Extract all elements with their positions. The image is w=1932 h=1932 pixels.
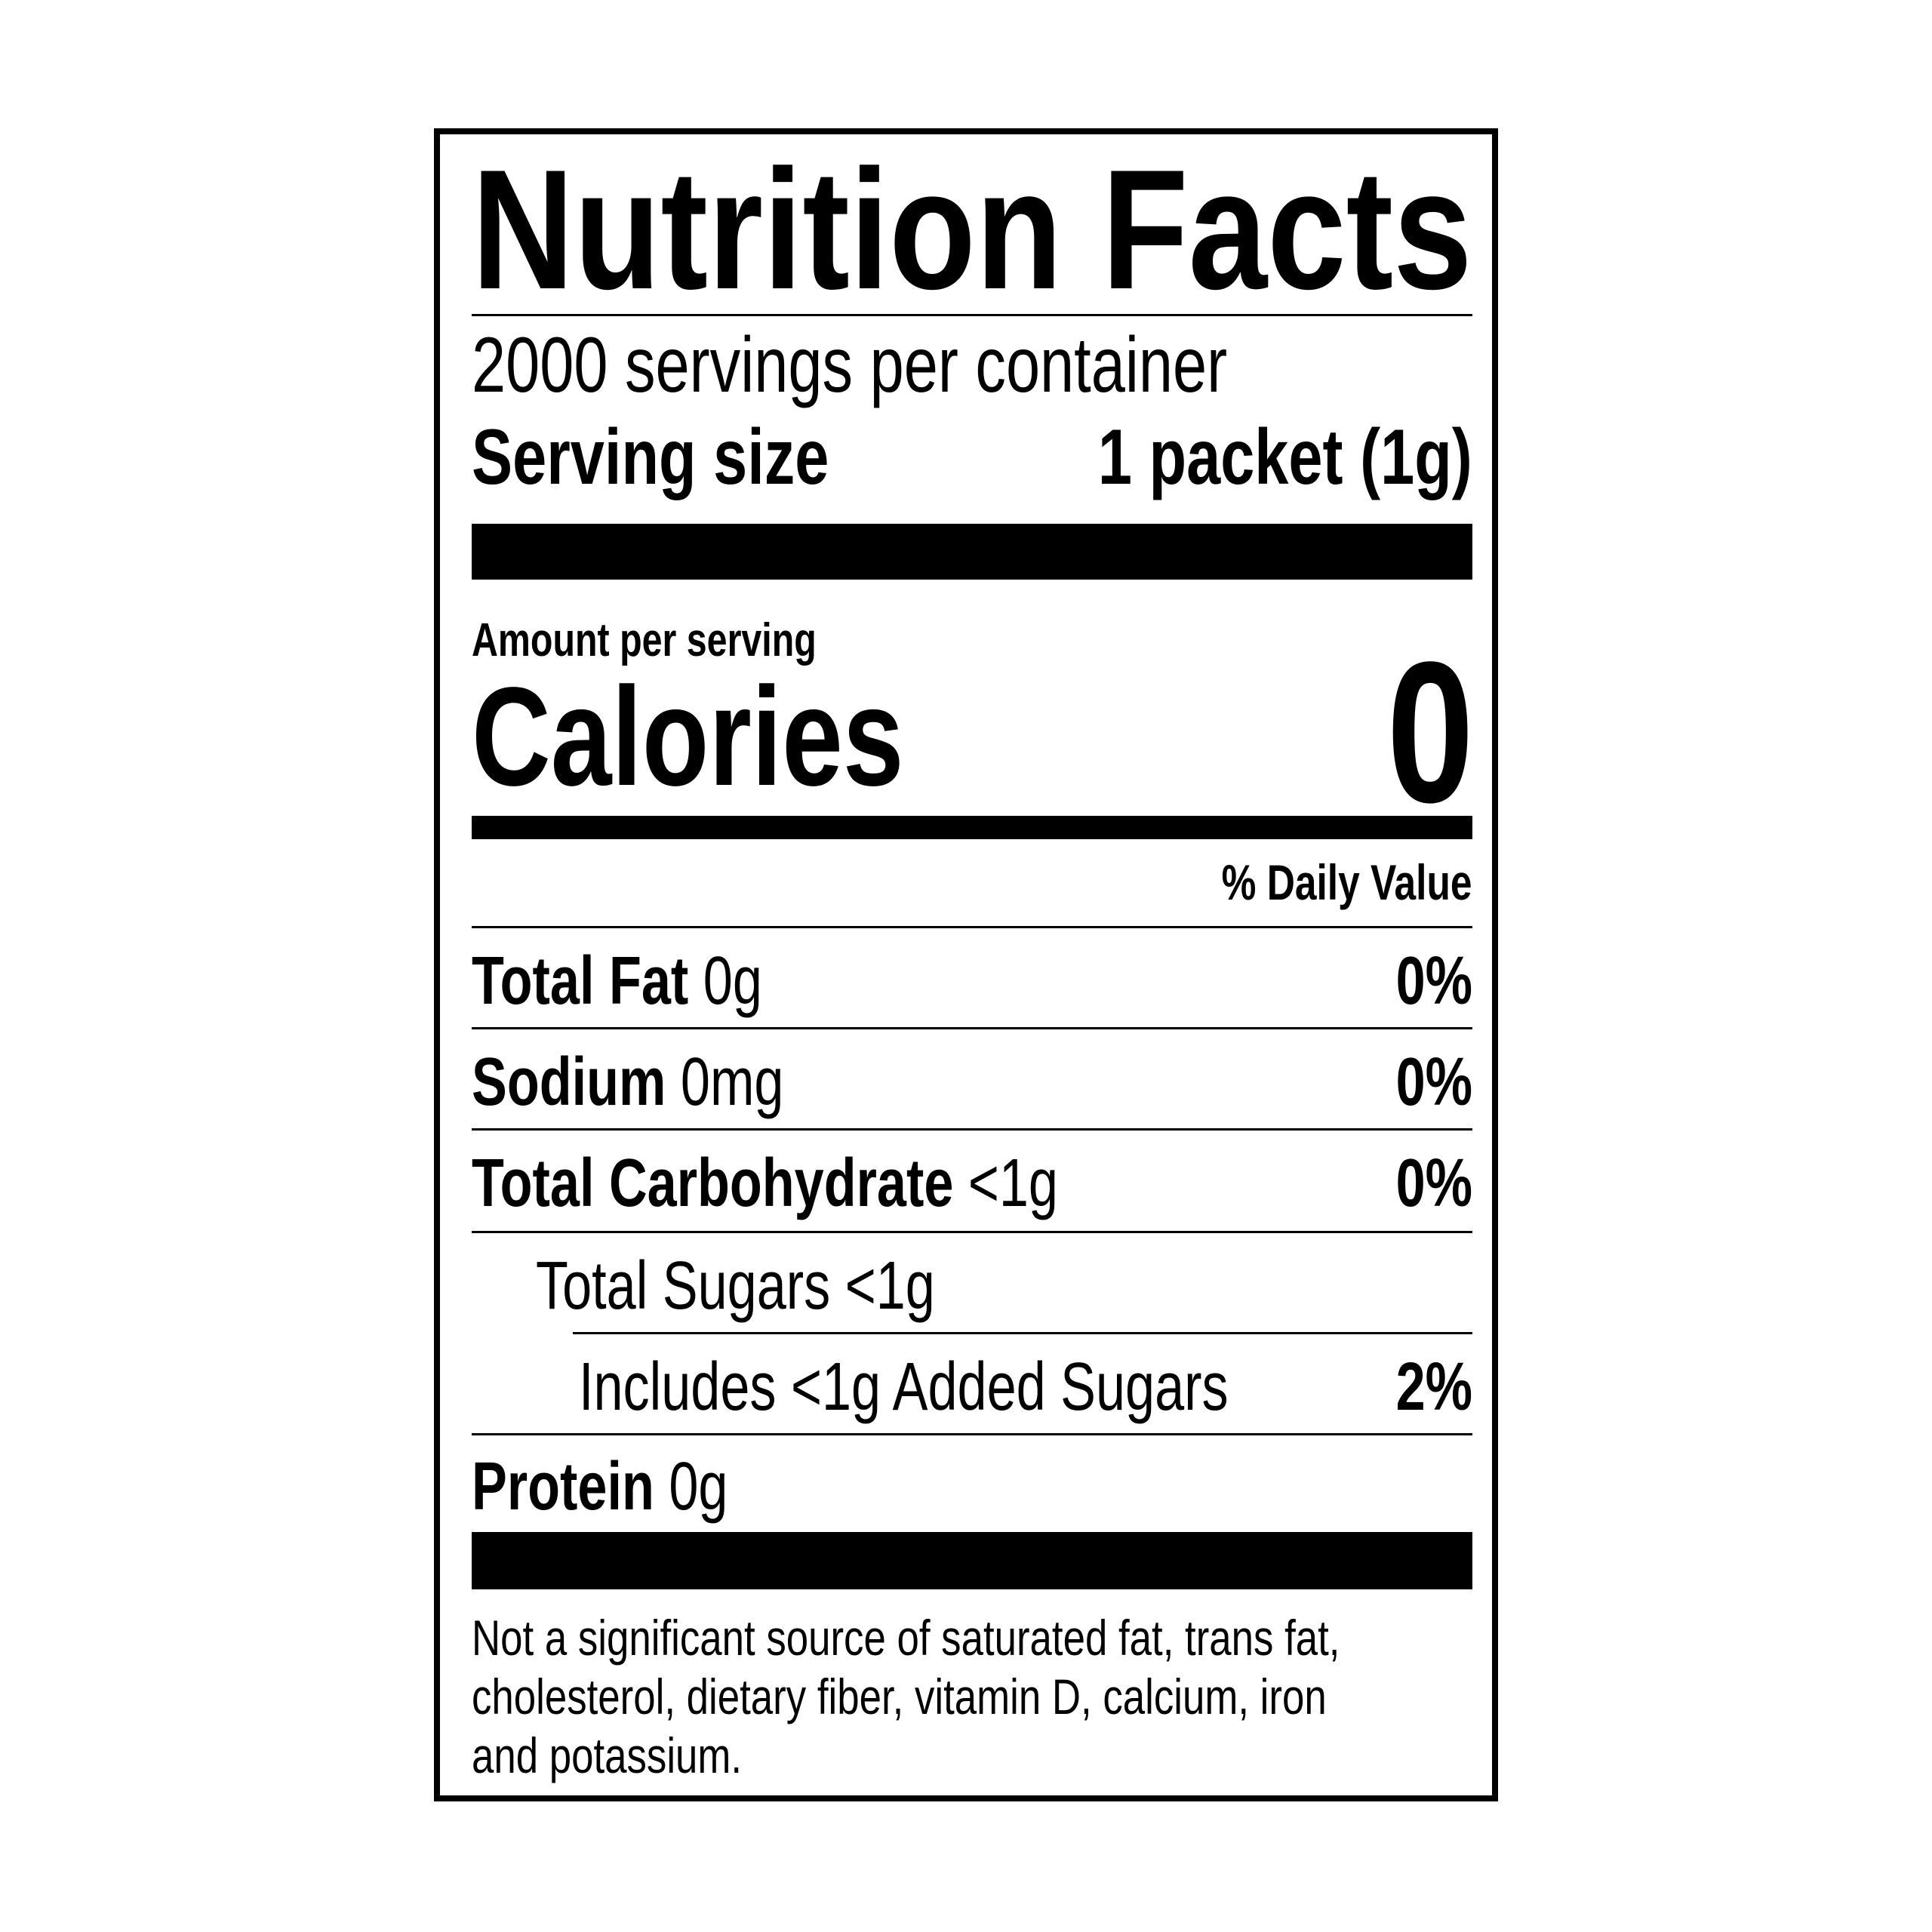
divider-thin-indented xyxy=(573,1332,1472,1334)
nutrient-row-sodium: Sodium 0mg 0% xyxy=(472,1041,1472,1124)
title-text: Nutrition Facts xyxy=(472,134,1472,325)
nutrient-amount: 0g xyxy=(703,943,762,1019)
daily-value-header: % Daily Value xyxy=(1151,857,1472,907)
calories-value: 0 xyxy=(1362,632,1474,833)
amount-per-serving: Amount per serving xyxy=(472,617,914,664)
footnote: Not a significant source of saturated fa… xyxy=(472,1608,1557,1785)
calories-label: Calories xyxy=(472,667,1026,808)
calories-label-text: Calories xyxy=(472,659,904,815)
nutrient-name: Sodium xyxy=(472,1044,666,1120)
footnote-line: Not a significant source of saturated fa… xyxy=(472,1610,1340,1666)
divider-thin xyxy=(472,1231,1472,1233)
divider-thin xyxy=(472,314,1472,316)
nutrient-row-protein: Protein 0g xyxy=(472,1445,1472,1528)
nutrient-dv: 0% xyxy=(1395,943,1472,1019)
nutrient-row-added-sugars: Includes <1g Added Sugars 2% xyxy=(472,1346,1472,1429)
nutrient-name: Total Carbohydrate xyxy=(472,1146,954,1221)
nutrient-row-total-sugars: Total Sugars <1g xyxy=(472,1244,1472,1327)
serving-size-label: Serving size xyxy=(472,418,930,497)
nutrient-amount: Includes <1g Added Sugars xyxy=(579,1349,1229,1425)
serving-size-value: 1 packet (1g) xyxy=(992,418,1472,497)
nutrition-facts-label: Nutrition Facts 2000 servings per contai… xyxy=(434,128,1498,1801)
calories-value-text: 0 xyxy=(1386,620,1474,844)
footnote-line: cholesterol, dietary fiber, vitamin D, c… xyxy=(472,1669,1327,1724)
label-title: Nutrition Facts xyxy=(472,134,1675,325)
nutrient-dv: 2% xyxy=(1395,1349,1472,1425)
nutrient-amount: 0g xyxy=(669,1449,728,1524)
divider-medium xyxy=(472,816,1472,839)
nutrient-dv: 0% xyxy=(1395,1044,1472,1120)
nutrient-row-total-fat: Total Fat 0g 0% xyxy=(472,940,1472,1023)
amount-per-serving-text: Amount per serving xyxy=(472,614,817,666)
nutrient-amount: <1g xyxy=(968,1146,1058,1221)
serving-size-label-text: Serving size xyxy=(472,414,829,501)
nutrient-name: Total Fat xyxy=(472,943,689,1019)
divider-thin xyxy=(472,1128,1472,1131)
servings-text: 2000 servings per container xyxy=(472,321,1228,409)
nutrient-name: Protein xyxy=(472,1449,654,1524)
divider-thick xyxy=(472,524,1472,580)
divider-thin xyxy=(472,926,1472,928)
divider-thick xyxy=(472,1532,1472,1589)
serving-size-value-text: 1 packet (1g) xyxy=(1098,414,1472,501)
nutrient-dv: 0% xyxy=(1395,1146,1472,1221)
divider-thin xyxy=(472,1027,1472,1029)
footnote-line: and potassium. xyxy=(472,1727,743,1783)
servings-per-container: 2000 servings per container xyxy=(472,326,1440,405)
nutrient-amount: 0mg xyxy=(680,1044,784,1120)
daily-value-header-text: % Daily Value xyxy=(1222,854,1472,910)
nutrient-row-total-carbohydrate: Total Carbohydrate <1g 0% xyxy=(472,1142,1472,1225)
nutrient-amount: Total Sugars <1g xyxy=(536,1248,935,1324)
divider-thin xyxy=(472,1433,1472,1435)
